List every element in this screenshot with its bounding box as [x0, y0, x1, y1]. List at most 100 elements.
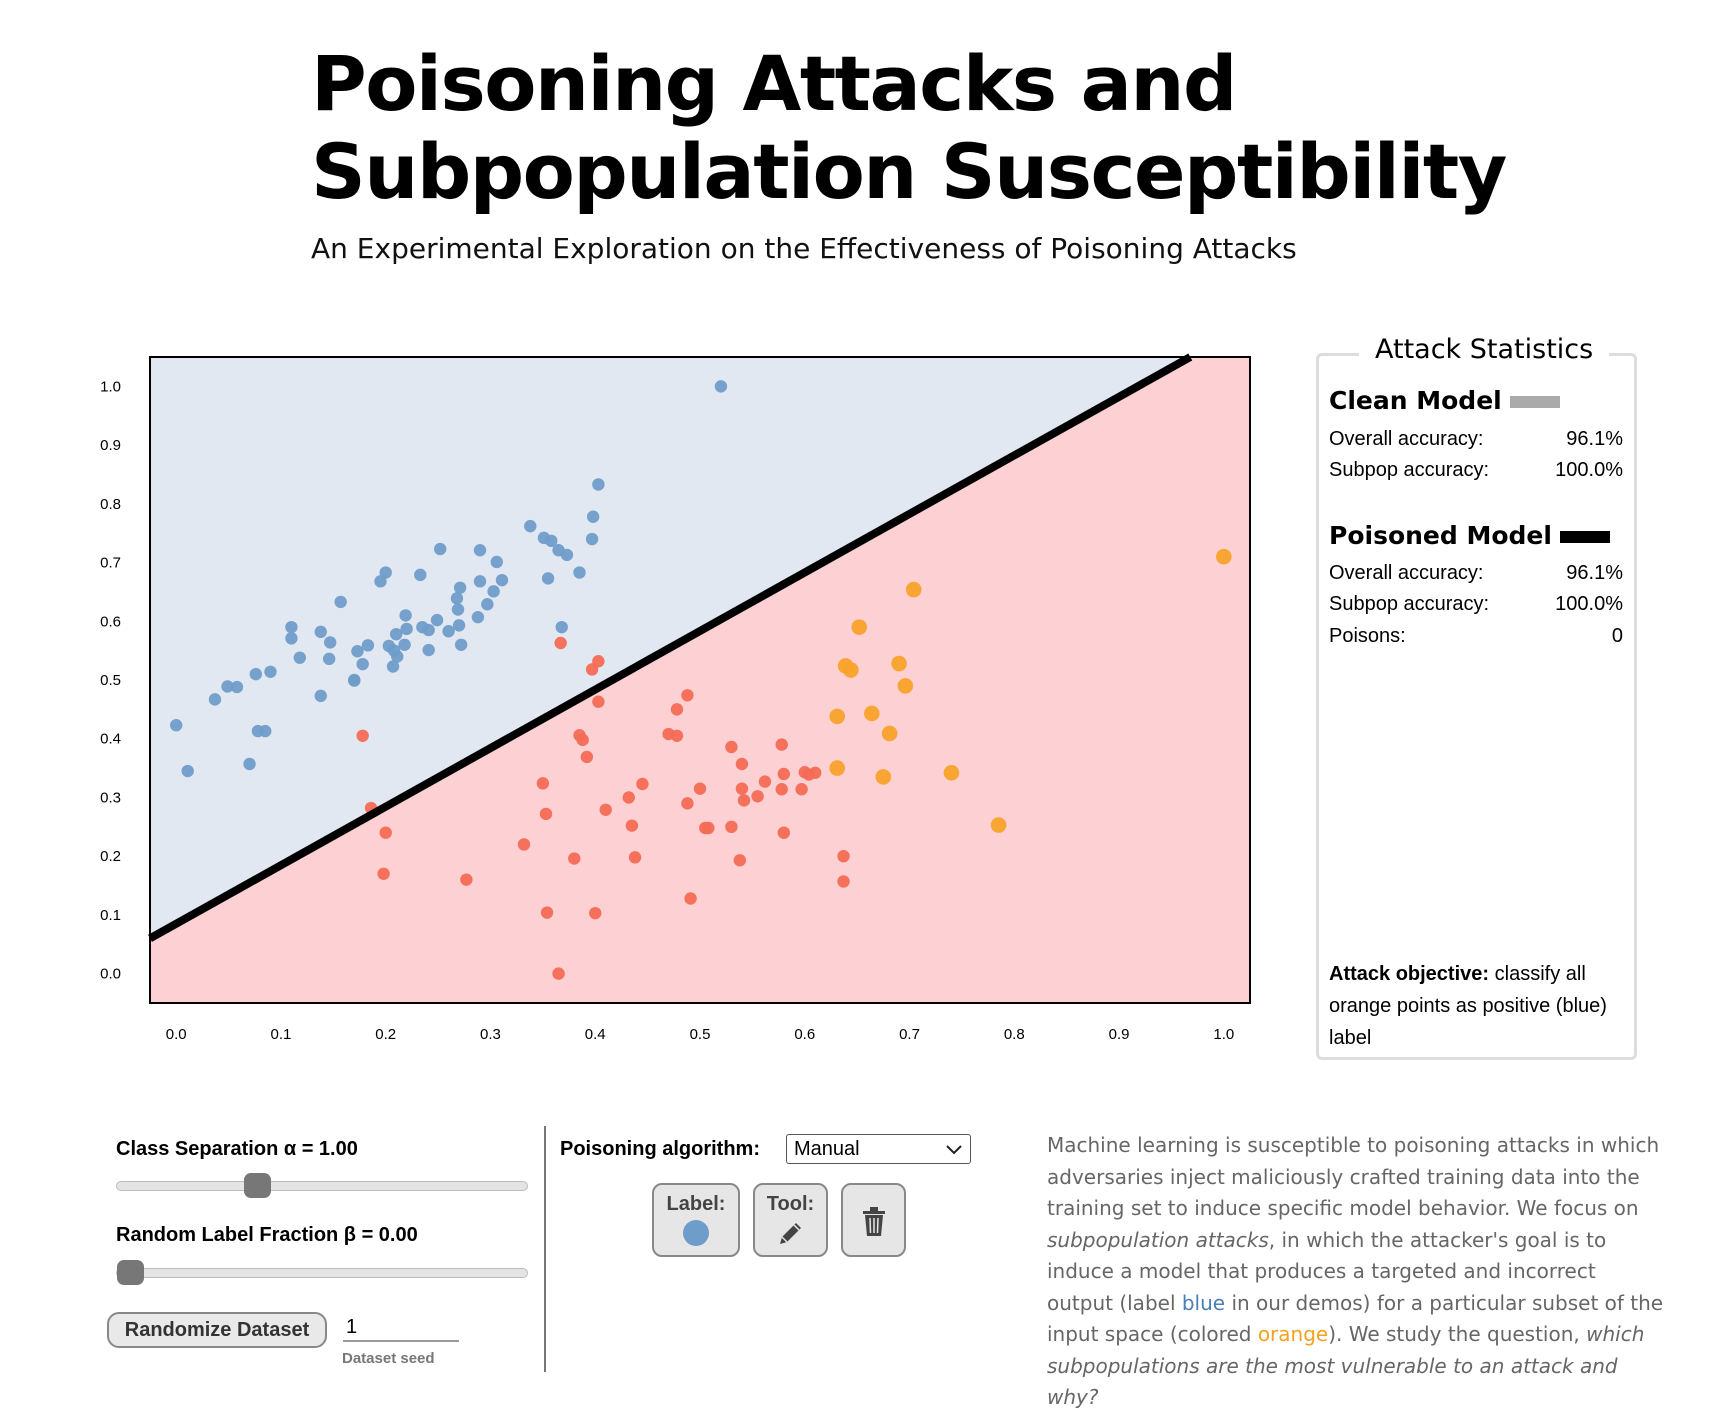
- orange-point: [990, 817, 1007, 833]
- red-point: [580, 750, 594, 764]
- blue-point: [285, 632, 298, 645]
- red-point: [540, 906, 554, 919]
- class-separation-label: Class Separation α = 1.00: [116, 1138, 358, 1160]
- blue-point: [487, 585, 500, 598]
- y-tick-label: 0.4: [100, 731, 121, 748]
- blue-point: [334, 595, 347, 609]
- red-point: [670, 729, 684, 742]
- red-point: [775, 738, 788, 751]
- y-tick-label: 1.0: [100, 378, 121, 395]
- red-point: [684, 892, 697, 905]
- controls-divider: [544, 1126, 546, 1372]
- stats-legend: Attack Statistics: [1359, 334, 1610, 365]
- page-title: Poisoning Attacks and Subpopulation Susc…: [311, 39, 1507, 216]
- blue-point: [348, 674, 361, 687]
- blue-point: [259, 724, 272, 738]
- label-fraction-label: Random Label Fraction β = 0.00: [116, 1224, 418, 1246]
- poisoning-algorithm-select[interactable]: Manual: [786, 1134, 971, 1164]
- clear-points-button[interactable]: [841, 1183, 906, 1257]
- red-point: [599, 803, 612, 816]
- x-tick-label: 0.9: [1109, 1026, 1130, 1043]
- label-fraction-slider[interactable]: [116, 1260, 528, 1285]
- label-fraction-thumb[interactable]: [117, 1260, 144, 1285]
- blue-point: [285, 620, 298, 634]
- description-part-4: ). We study the question,: [1328, 1322, 1587, 1346]
- class-separation-thumb[interactable]: [244, 1173, 272, 1198]
- clean-model-heading: Clean Model: [1329, 386, 1560, 415]
- red-point: [592, 695, 605, 708]
- orange-point: [843, 662, 859, 678]
- dataset-seed-input[interactable]: [343, 1314, 459, 1342]
- clean-subpop-row: Subpop accuracy: 100.0%: [1329, 459, 1623, 482]
- red-point: [576, 733, 589, 747]
- red-point: [554, 636, 567, 650]
- randomize-dataset-button[interactable]: Randomize Dataset: [107, 1312, 327, 1348]
- x-tick-label: 0.2: [375, 1026, 396, 1043]
- clean-model-swatch: [1509, 396, 1560, 408]
- blue-point: [592, 478, 605, 491]
- red-point: [725, 820, 738, 834]
- clean-subpop-value: 100.0%: [1555, 459, 1623, 481]
- red-point: [377, 867, 390, 880]
- blue-point: [314, 689, 327, 703]
- blue-point: [586, 510, 600, 523]
- y-tick-label: 0.5: [100, 672, 121, 689]
- red-point: [589, 906, 602, 920]
- orange-point: [891, 655, 907, 672]
- blue-point: [356, 657, 369, 671]
- x-tick-label: 0.5: [690, 1026, 711, 1043]
- red-point: [775, 783, 788, 796]
- red-point: [625, 819, 639, 832]
- clean-overall-label: Overall accuracy:: [1329, 428, 1484, 450]
- red-point: [628, 851, 642, 864]
- blue-point: [471, 610, 485, 624]
- blue-point: [442, 625, 455, 638]
- description-blue-word: blue: [1181, 1290, 1226, 1315]
- poisoning-algorithm-value: Manual: [794, 1137, 860, 1160]
- blue-point: [374, 575, 387, 588]
- clean-model-title: Clean Model: [1329, 386, 1502, 415]
- orange-point: [905, 581, 922, 598]
- chevron-down-icon: [946, 1145, 962, 1155]
- orange-point: [864, 705, 880, 722]
- tool-button-text: Tool:: [766, 1193, 815, 1215]
- red-point: [733, 854, 747, 867]
- red-point: [670, 703, 684, 716]
- blue-point: [293, 651, 307, 664]
- blue-point: [361, 639, 375, 652]
- poisoned-overall-row: Overall accuracy: 96.1%: [1329, 562, 1623, 585]
- y-tick-label: 0.8: [100, 496, 121, 513]
- orange-point: [1216, 548, 1232, 565]
- scatter-plot[interactable]: 0.0 0.1 0.2 0.3 0.4 0.5 0.6 0.7 0.8 0.9 1.0 0.0 0.1 0…: [100, 340, 1300, 1060]
- description-part-1: Machine learning is susceptible to poiso…: [1047, 1133, 1660, 1220]
- blue-point: [450, 592, 464, 605]
- attack-objective-label: Attack objective:: [1329, 963, 1490, 985]
- blue-point: [322, 652, 336, 666]
- orange-point: [829, 708, 846, 725]
- red-point: [517, 838, 531, 851]
- blue-point: [230, 680, 244, 694]
- y-tick-label: 0.3: [100, 789, 121, 806]
- blue-point: [181, 764, 194, 778]
- clean-overall-row: Overall accuracy: 96.1%: [1329, 428, 1623, 451]
- blue-point: [454, 638, 468, 651]
- orange-point: [881, 725, 898, 742]
- clean-subpop-label: Subpop accuracy:: [1329, 459, 1490, 481]
- description-orange-word: orange: [1257, 1322, 1329, 1346]
- blue-point: [537, 531, 551, 545]
- orange-point: [851, 619, 868, 635]
- x-tick-label: 1.0: [1213, 1026, 1234, 1043]
- orange-point: [897, 678, 914, 694]
- orange-point: [875, 769, 892, 785]
- blue-point: [314, 625, 327, 639]
- label-button[interactable]: Label:: [652, 1183, 740, 1257]
- red-point: [636, 777, 649, 791]
- decision-boundary-line: [148, 353, 1193, 942]
- class-separation-slider[interactable]: [116, 1173, 528, 1198]
- description-text: Machine learning is susceptible to poiso…: [1047, 1130, 1667, 1414]
- tool-button[interactable]: Tool:: [753, 1183, 828, 1257]
- y-tick-label: 0.9: [100, 437, 121, 454]
- poisons-value: 0: [1611, 625, 1623, 647]
- plot-frame: [149, 356, 1251, 1004]
- blue-point: [389, 627, 403, 641]
